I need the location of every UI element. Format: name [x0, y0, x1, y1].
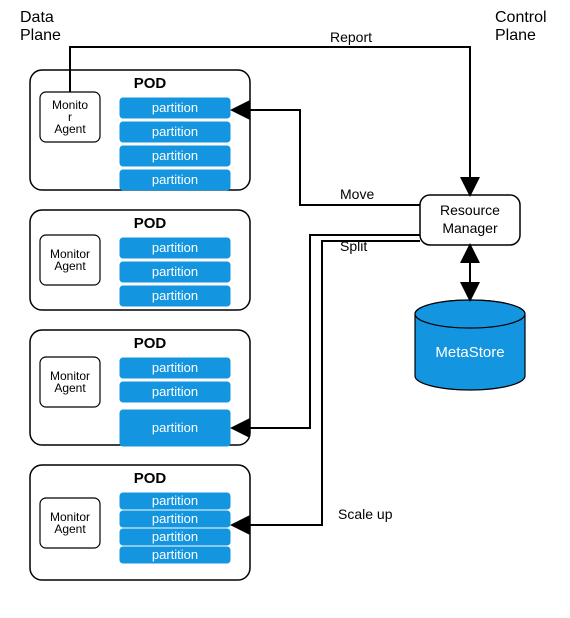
- pod-1: POD MonitorAgent partition partition partiti…: [30, 70, 250, 190]
- monitor-agent-label: MonitorAgent: [50, 247, 90, 273]
- data-plane-label: DataPlane: [20, 9, 61, 44]
- partition-label: partition: [152, 148, 198, 163]
- pod-title: POD: [134, 335, 167, 352]
- partition-label: partition: [152, 100, 198, 115]
- control-plane-label: ControlPlane: [495, 9, 547, 44]
- scaleup-arrow: [232, 241, 420, 525]
- monitor-agent-label: MonitorAgent: [50, 369, 90, 395]
- report-label: Report: [330, 29, 372, 45]
- partition-label: partition: [152, 172, 198, 187]
- move-arrow: [232, 110, 420, 205]
- pod-title: POD: [134, 75, 167, 92]
- pod-4: POD MonitorAgent partition partition partiti…: [30, 465, 250, 580]
- pod-title: POD: [134, 215, 167, 232]
- partition-label: partition: [152, 240, 198, 255]
- partition-label: partition: [152, 124, 198, 139]
- partition-label: partition: [152, 511, 198, 526]
- split-arrow: [232, 235, 420, 428]
- partition-label: partition: [152, 384, 198, 399]
- monitor-agent-label: MonitorAgent: [52, 98, 88, 136]
- partition-label: partition: [152, 360, 198, 375]
- partition-label: partition: [152, 547, 198, 562]
- metastore-top: [415, 300, 525, 328]
- partition-label: partition: [152, 493, 198, 508]
- partition-label: partition: [152, 420, 198, 435]
- pod-3: POD MonitorAgent partition partition partiti…: [30, 330, 250, 446]
- scaleup-label: Scale up: [338, 506, 393, 522]
- pod-2: POD MonitorAgent partition partition partiti…: [30, 210, 250, 310]
- monitor-agent-label: MonitorAgent: [50, 510, 90, 536]
- partition-label: partition: [152, 264, 198, 279]
- partition-label: partition: [152, 288, 198, 303]
- partition-label: partition: [152, 529, 198, 544]
- pod-title: POD: [134, 470, 167, 487]
- metastore-label: MetaStore: [435, 344, 504, 361]
- move-label: Move: [340, 186, 374, 202]
